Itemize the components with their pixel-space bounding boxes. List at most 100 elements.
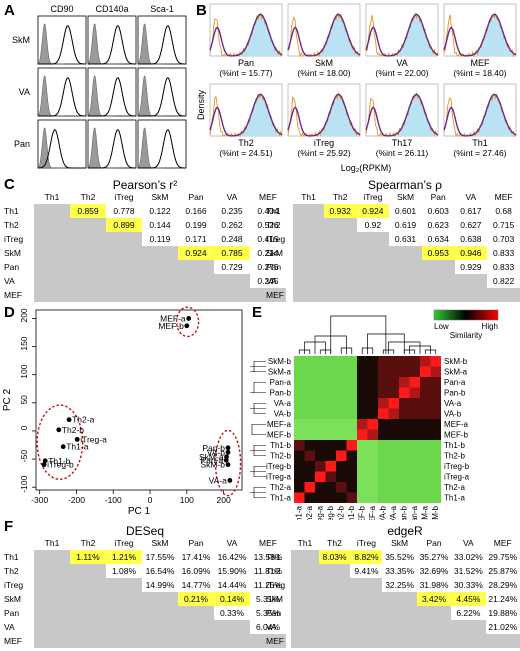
pca-point [56, 427, 62, 433]
pca-cluster-ellipse [214, 429, 242, 497]
heatmap-cell [304, 482, 315, 493]
pca-point-label: VA-b [207, 447, 226, 457]
edger-column-header: Pan [426, 538, 442, 548]
heatmap-row-label-left: Th1-b [270, 441, 291, 450]
edger-row: Th1 8.03% 8.82% 35.52% 35.27% 33.02% 29.75% [264, 550, 520, 564]
spearman-cell [356, 232, 390, 246]
heatmap-cell [315, 387, 326, 398]
heatmap-row-label-left: iTreg-a [266, 472, 292, 481]
deseq-row-header: SkM [4, 594, 21, 604]
deseq-cell [34, 606, 70, 620]
heatmap-cell [420, 450, 431, 461]
heatmap-cell [409, 377, 420, 388]
density-cell-percent: (%int = 18.00) [297, 68, 350, 78]
pearson-cell [106, 288, 142, 302]
pca-point [41, 462, 47, 468]
heatmap-cell [357, 429, 368, 440]
heatmap-row-label-left: Pan-b [270, 388, 292, 397]
deseq-column-header: VA [226, 538, 238, 548]
heatmap-row-label-right: MEF-b [444, 430, 469, 439]
heatmap-cell [346, 398, 357, 409]
pca-y-tick-label: 50 [19, 395, 29, 405]
edger-cell [318, 564, 351, 578]
deseq-cell: 17.41% [181, 552, 211, 562]
flow-row-label: VA [19, 87, 30, 97]
spearman-row-header: Pan [266, 262, 282, 272]
deseq-cell [106, 592, 142, 606]
pearson-cell: 0.729 [221, 262, 243, 272]
deseq-cell [142, 634, 178, 648]
heatmap-cell [409, 471, 420, 482]
deseq-row-header: VA [4, 622, 15, 632]
flow-row-label: Pan [14, 139, 30, 149]
spearman-cell: 0.603 [427, 206, 449, 216]
spearman-column-header: Pan [430, 192, 446, 202]
expressed-component-fill [384, 13, 436, 56]
spearman-row: MEF [264, 288, 520, 302]
spearman-row-header: Th2 [266, 220, 281, 230]
edger-cell: 31.52% [453, 566, 483, 576]
heatmap-cell [367, 419, 378, 430]
deseq-cell [178, 620, 214, 634]
spearman-cell [421, 274, 455, 288]
heatmap-row-label-right: iTreg-b [444, 462, 470, 471]
deseq-cell [70, 578, 106, 592]
flow-row-label: SkM [12, 35, 30, 45]
heatmap-cell [367, 429, 378, 440]
heatmap-row-label-left: MEF-a [267, 420, 292, 429]
spearman-cell [293, 288, 324, 302]
heatmap-cell [336, 440, 347, 451]
heatmap-cell [346, 356, 357, 367]
pearson-row: Pan 0.729 0.275 [2, 260, 286, 274]
edger-cell [350, 606, 383, 620]
heatmap-cell [367, 398, 378, 409]
pca-point-label: iTreg-a [80, 434, 107, 444]
edger-column-header: SkM [391, 538, 409, 548]
edger-cell: 9.41% [354, 566, 379, 576]
edger-cell: 21.24% [488, 594, 518, 604]
pca-point-label: Pan-b [202, 443, 225, 453]
row-dendrogram-branch [250, 450, 266, 493]
heatmap-cell [346, 408, 357, 419]
fitted-mixture-line [365, 93, 439, 137]
edger-cell: 35.52% [385, 552, 415, 562]
deseq-cell: 15.90% [217, 566, 247, 576]
spearman-row: VA 0.822 [264, 274, 520, 288]
heatmap-row-label-right: SkM-b [444, 357, 468, 366]
spearman-cell: 0.932 [323, 204, 357, 218]
spearman-row: Th2 0.92 0.619 0.623 0.627 0.715 [264, 218, 520, 232]
deseq-cell: 0.14% [214, 592, 250, 606]
expressed-component-fill [228, 13, 280, 56]
edger-row-header: SkM [266, 594, 283, 604]
deseq-cell [142, 592, 178, 606]
heatmap-cell [409, 492, 420, 503]
heatmap-column-label: SkM-b [431, 505, 440, 520]
edger-cell [291, 564, 319, 578]
pca-point-label: Th1-a [66, 442, 88, 452]
spearman-row: SkM 0.953 0.946 0.833 [264, 246, 520, 260]
heatmap-cell [325, 356, 336, 367]
pearson-column-header: Pan [188, 192, 204, 202]
pca-y-label: PC 2 [2, 388, 13, 411]
pca-point [60, 444, 66, 450]
edger-cell: 30.33% [453, 580, 483, 590]
heatmap-cell [409, 450, 420, 461]
heatmap-column-label: SkM-a [420, 505, 429, 520]
heatmap-cell [409, 356, 420, 367]
flow-column-label: Sca-1 [150, 4, 174, 14]
heatmap-cell [430, 482, 441, 493]
deseq-cell: 11.25% [253, 580, 283, 590]
heatmap-cell [346, 377, 357, 388]
pca-point-label: SkM-b [200, 460, 225, 470]
spearman-cell [356, 288, 390, 302]
heatmap-cell [399, 377, 410, 388]
heatmap-cell [399, 387, 410, 398]
heatmap-cell [336, 450, 347, 461]
spearman-cell: 0.822 [492, 276, 515, 286]
deseq-cell: 5.35% [255, 608, 281, 618]
spearman-cell: 0.946 [454, 246, 488, 260]
heatmap-cell [357, 398, 368, 409]
pca-x-tick-label: 0 [148, 495, 153, 505]
